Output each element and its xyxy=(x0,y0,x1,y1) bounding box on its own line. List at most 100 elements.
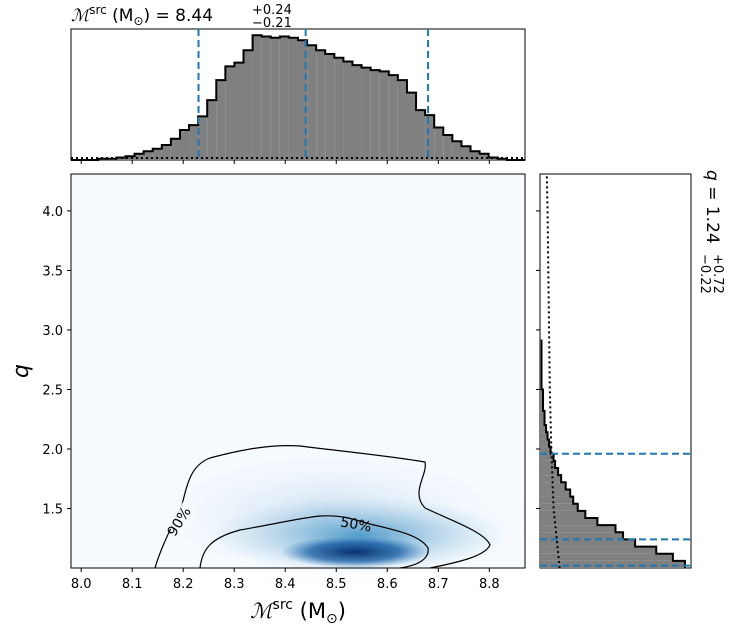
hist-bar xyxy=(316,50,326,161)
hist-bar xyxy=(198,116,208,160)
y-tick-label: 2.5 xyxy=(42,383,63,398)
y-tick-label: 3.5 xyxy=(42,264,63,279)
hist-bar xyxy=(243,50,253,161)
hist-bar xyxy=(298,40,308,160)
hist-bar xyxy=(334,57,344,160)
right-title-minus: −0.22 xyxy=(697,254,712,294)
hist-bar xyxy=(540,532,624,540)
hist-bar xyxy=(270,37,280,160)
hist-bar xyxy=(540,418,545,426)
hist-bar xyxy=(540,518,598,526)
hist-bar xyxy=(143,151,153,160)
hist-bar xyxy=(134,153,144,160)
label-part: ) xyxy=(338,599,346,623)
hist-bar xyxy=(540,403,544,411)
hist-bar xyxy=(540,503,578,511)
title-part: = 1.24 xyxy=(702,181,722,244)
x-tick-label: 8.8 xyxy=(479,577,500,592)
label-bg xyxy=(167,501,199,537)
density-frame xyxy=(70,173,526,569)
x-tick-label: 8.1 xyxy=(122,577,143,592)
hist-bar xyxy=(116,157,126,160)
y-axis-label: q xyxy=(9,364,34,378)
hist-bar xyxy=(540,553,673,561)
hist-bar xyxy=(540,496,574,504)
density-image xyxy=(120,440,540,590)
hist-bar xyxy=(152,148,162,160)
hist-bar xyxy=(540,482,566,490)
x-tick-label: 8.2 xyxy=(173,577,194,592)
hist-bar xyxy=(416,110,426,160)
label-part: src xyxy=(273,597,293,613)
hist-bar xyxy=(443,135,453,160)
hist-outline xyxy=(71,34,525,161)
hist-bar xyxy=(540,560,685,568)
x-axis-label: ℳsrc (M⊙) xyxy=(250,597,346,627)
hist-bar xyxy=(540,453,554,461)
hist-bar xyxy=(540,475,562,483)
label-part: ℳ xyxy=(250,599,276,623)
y-tick-label: 2.0 xyxy=(42,443,63,458)
y-tick-label: 4.0 xyxy=(42,205,63,220)
hist-bar xyxy=(540,460,556,469)
hist-bar xyxy=(470,151,480,160)
top-title-minus: −0.21 xyxy=(252,16,292,31)
hist-bar xyxy=(479,153,489,160)
hist-bar xyxy=(179,130,190,160)
x-tick-label: 8.0 xyxy=(71,577,92,592)
hist-bar xyxy=(540,525,616,533)
hist-bar xyxy=(540,539,636,547)
x-tick-label: 8.3 xyxy=(224,577,245,592)
hist-bar xyxy=(288,37,298,160)
hist-bar xyxy=(540,468,559,476)
hist-bar xyxy=(252,35,262,160)
title-part: ℳ xyxy=(71,6,92,26)
hist-bar xyxy=(307,45,317,160)
hist-bar xyxy=(279,36,289,160)
title-part: ) = 8.44 xyxy=(144,6,214,26)
hist-bar xyxy=(234,62,244,160)
hist-bar xyxy=(540,446,551,454)
right-title: q = 1.24 +0.72 −0.22 xyxy=(697,170,725,294)
title-part: ⊙ xyxy=(133,14,143,28)
hist-bar xyxy=(434,127,444,160)
hist-bar xyxy=(352,65,362,160)
x-tick-label: 8.7 xyxy=(428,577,449,592)
hist-bar xyxy=(161,145,171,160)
y-tick-label: 3.0 xyxy=(42,324,63,339)
hist-bar xyxy=(225,66,235,160)
hist-bar xyxy=(540,410,545,419)
hist-bar xyxy=(452,141,462,160)
x-tick-label: 8.6 xyxy=(377,577,398,592)
title-part: src xyxy=(89,3,107,17)
x-tick-label: 8.4 xyxy=(275,577,296,592)
hist-bar xyxy=(425,115,435,160)
hist-bar xyxy=(461,146,471,160)
hist-bar xyxy=(488,157,498,160)
top-title-plus: +0.24 xyxy=(252,3,292,18)
contour-label: 50% xyxy=(339,514,372,535)
hist-bar xyxy=(325,53,335,161)
hist-bar xyxy=(406,92,417,160)
hist-bar xyxy=(170,138,180,160)
label-part: ⊙ xyxy=(326,611,338,627)
density-core xyxy=(280,536,430,568)
hist-bar xyxy=(397,80,407,160)
hist-bar xyxy=(540,389,544,397)
hist-bar xyxy=(540,510,586,519)
top-title: ℳsrc (M⊙) = 8.44 xyxy=(71,3,213,28)
hist-bar xyxy=(207,100,217,160)
hist-bar xyxy=(125,156,135,160)
right-title-plus: +0.72 xyxy=(710,254,725,294)
title-part: q xyxy=(702,170,722,181)
hist-bar xyxy=(343,61,353,160)
hist-bar xyxy=(216,80,226,160)
hist-bar xyxy=(370,70,380,160)
hist-bar xyxy=(388,75,398,160)
hist-bar xyxy=(379,71,389,160)
hist-bar xyxy=(540,546,657,554)
right-title-main: q = 1.24 xyxy=(702,170,722,244)
hist-bar xyxy=(361,67,371,160)
hist-bar xyxy=(540,432,548,440)
